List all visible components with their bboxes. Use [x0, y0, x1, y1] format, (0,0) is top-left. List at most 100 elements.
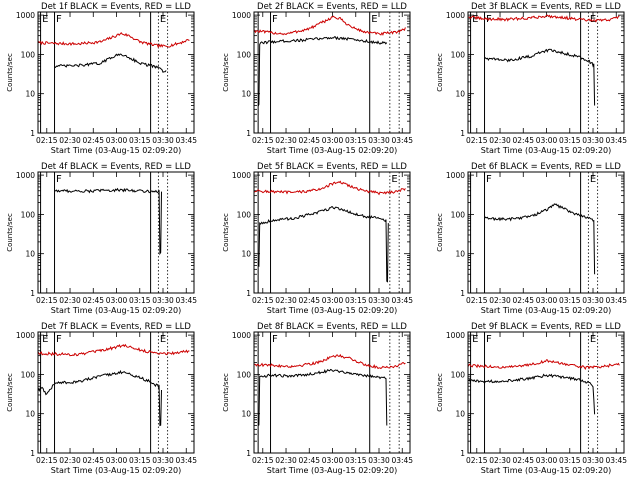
x-tick-label: 03:00: [322, 456, 344, 465]
events-series-line: [484, 203, 596, 275]
y-tick-label: 10: [455, 250, 465, 259]
events-series-line: [54, 53, 167, 73]
event-marker-label: F: [486, 174, 492, 185]
x-tick-label: 03:30: [582, 456, 604, 465]
x-tick-label: 02:15: [36, 456, 58, 465]
x-tick-label: 03:30: [368, 296, 390, 305]
x-tick-label: 03:15: [559, 136, 581, 145]
x-axis-label: Start Time (03-Aug-15 02:09:20): [51, 146, 182, 155]
x-tick-label: 03:15: [129, 456, 151, 465]
y-tick-label: 10: [455, 90, 465, 99]
x-axis-label: Start Time (03-Aug-15 02:09:20): [51, 306, 182, 315]
y-tick-label: 10: [25, 250, 35, 259]
x-tick-label: 03:45: [605, 296, 627, 305]
event-marker-label: E: [391, 174, 397, 185]
panel-title: Det 4f BLACK = Events, RED = LLD: [41, 162, 191, 172]
panel-title: Det 9f BLACK = Events, RED = LLD: [471, 322, 621, 332]
x-tick-label: 02:30: [59, 136, 81, 145]
x-tick-label: 03:45: [175, 136, 197, 145]
y-tick-label: 1: [30, 129, 35, 138]
event-marker-label: E: [590, 14, 596, 25]
event-marker-label: F: [272, 334, 278, 345]
events-series-line: [257, 36, 388, 107]
panel-title: Det 8f BLACK = Events, RED = LLD: [257, 322, 407, 332]
panel-title: Det 2f BLACK = Events, RED = LLD: [257, 2, 407, 12]
y-tick-label: 10: [455, 410, 465, 419]
x-tick-label: 02:15: [466, 136, 488, 145]
y-tick-label: 1000: [446, 11, 465, 20]
x-tick-label: 03:45: [391, 136, 413, 145]
y-tick-label: 100: [237, 210, 252, 219]
y-tick-label: 1: [460, 449, 465, 458]
y-axis-label: Counts/sec: [436, 373, 444, 412]
plot-frame: [37, 171, 195, 294]
detector-panel: Det 7f BLACK = Events, RED = LLD Counts/s…: [6, 322, 197, 475]
x-axis-label: Start Time (03-Aug-15 02:09:20): [481, 466, 612, 475]
event-marker-label: E: [371, 334, 377, 345]
y-tick-label: 1: [30, 449, 35, 458]
y-tick-label: 1000: [232, 331, 251, 340]
detector-panel: Det 4f BLACK = Events, RED = LLD Counts/s…: [6, 162, 197, 315]
lld-series-line: [254, 15, 406, 36]
event-marker-label: F: [56, 334, 62, 345]
y-tick-label: 100: [237, 370, 252, 379]
y-tick-label: 100: [451, 210, 466, 219]
detector-panel: Det 2f BLACK = Events, RED = LLD Counts/s…: [222, 2, 413, 155]
x-tick-label: 02:15: [252, 456, 274, 465]
x-tick-label: 02:15: [36, 136, 58, 145]
x-tick-label: 03:30: [582, 136, 604, 145]
x-tick-label: 03:30: [152, 136, 174, 145]
x-tick-label: 03:15: [345, 296, 367, 305]
x-axis-label: Start Time (03-Aug-15 02:09:20): [267, 306, 398, 315]
detector-panel: Det 9f BLACK = Events, RED = LLD Counts/s…: [436, 322, 627, 475]
event-marker-label: E: [472, 334, 478, 345]
y-axis-label: Counts/sec: [222, 373, 230, 412]
y-tick-label: 1: [460, 289, 465, 298]
y-tick-label: 100: [237, 50, 252, 59]
y-tick-label: 10: [25, 90, 35, 99]
x-tick-label: 02:45: [82, 456, 104, 465]
y-tick-label: 10: [241, 90, 251, 99]
detector-panel: Det 5f BLACK = Events, RED = LLD Counts/s…: [222, 162, 413, 315]
y-tick-label: 100: [451, 50, 466, 59]
plot-frame: [37, 11, 195, 134]
y-tick-label: 1000: [232, 11, 251, 20]
x-tick-label: 03:45: [605, 456, 627, 465]
x-tick-label: 02:15: [466, 456, 488, 465]
events-series-line: [257, 206, 389, 283]
x-tick-label: 02:30: [59, 456, 81, 465]
y-tick-label: 1: [30, 289, 35, 298]
x-tick-label: 02:30: [275, 136, 297, 145]
x-axis-label: Start Time (03-Aug-15 02:09:20): [267, 466, 398, 475]
x-tick-label: 02:45: [512, 296, 534, 305]
x-tick-label: 03:15: [129, 296, 151, 305]
y-tick-label: 10: [241, 410, 251, 419]
y-axis-label: Counts/sec: [436, 53, 444, 92]
plot-frame: [467, 331, 625, 454]
detector-panel: Det 8f BLACK = Events, RED = LLD Counts/s…: [222, 322, 413, 475]
x-tick-label: 03:00: [322, 136, 344, 145]
y-tick-label: 1000: [16, 331, 35, 340]
x-axis-label: Start Time (03-Aug-15 02:09:20): [51, 466, 182, 475]
events-series-line: [54, 187, 162, 256]
x-tick-label: 03:45: [175, 296, 197, 305]
x-tick-label: 03:45: [391, 456, 413, 465]
y-axis-label: Counts/sec: [222, 53, 230, 92]
event-marker-label: F: [486, 334, 492, 345]
y-tick-label: 1: [246, 449, 251, 458]
y-axis-label: Counts/sec: [436, 213, 444, 252]
events-series-line: [257, 368, 388, 426]
y-tick-label: 100: [451, 370, 466, 379]
y-tick-label: 1000: [16, 171, 35, 180]
detector-panel: Det 3f BLACK = Events, RED = LLD Counts/s…: [436, 2, 627, 155]
x-tick-label: 03:00: [536, 456, 558, 465]
x-axis-label: Start Time (03-Aug-15 02:09:20): [481, 146, 612, 155]
x-tick-label: 02:30: [275, 296, 297, 305]
x-tick-label: 03:15: [559, 296, 581, 305]
x-tick-label: 02:45: [298, 136, 320, 145]
event-marker-label: E: [371, 14, 377, 25]
event-marker-label: F: [272, 14, 278, 25]
x-axis-label: Start Time (03-Aug-15 02:09:20): [267, 146, 398, 155]
panel-title: Det 7f BLACK = Events, RED = LLD: [41, 322, 191, 332]
